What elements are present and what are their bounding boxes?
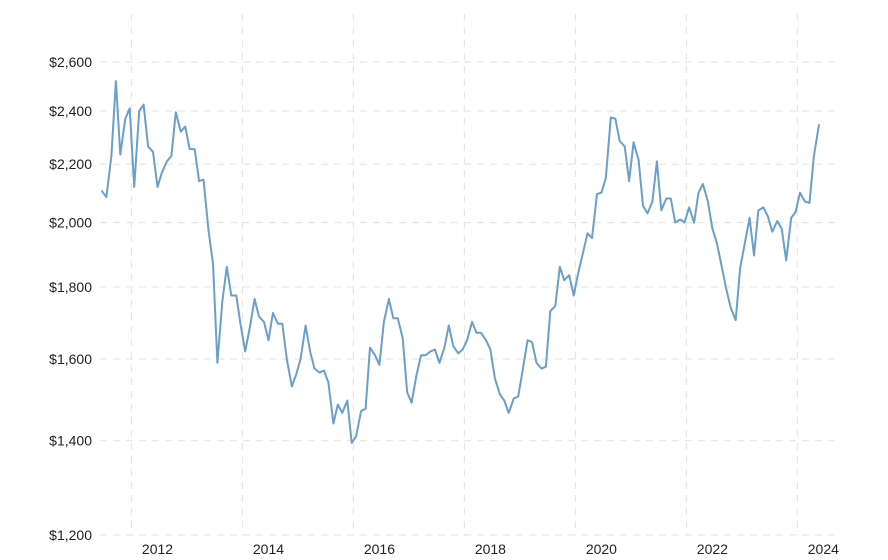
x-tick-label: 2012 xyxy=(142,541,173,557)
y-tick-label: $2,600 xyxy=(49,54,92,70)
y-tick-label: $2,000 xyxy=(49,215,92,231)
y-tick-label: $1,800 xyxy=(49,279,92,295)
x-tick-label: 2018 xyxy=(475,541,506,557)
y-axis-tick-labels: $1,200 $1,400 $1,600 $1,800 $2,000 $2,200 $2,4… xyxy=(49,54,92,543)
x-tick-label: 2020 xyxy=(586,541,617,557)
y-tick-label: $2,400 xyxy=(49,103,92,119)
y-tick-label: $1,200 xyxy=(49,527,92,543)
x-tick-label: 2016 xyxy=(364,541,395,557)
y-tick-label: $1,600 xyxy=(49,351,92,367)
grid-lines xyxy=(100,14,840,536)
x-tick-label: 2024 xyxy=(808,541,839,557)
series-line xyxy=(101,80,820,444)
x-tick-label: 2022 xyxy=(697,541,728,557)
series-layer xyxy=(101,80,820,444)
x-axis-tick-labels: 2012 2014 2016 2018 2020 2022 2024 xyxy=(142,541,839,557)
x-tick-label: 2014 xyxy=(253,541,284,557)
y-tick-label: $1,400 xyxy=(49,433,92,449)
y-tick-label: $2,200 xyxy=(49,156,92,172)
